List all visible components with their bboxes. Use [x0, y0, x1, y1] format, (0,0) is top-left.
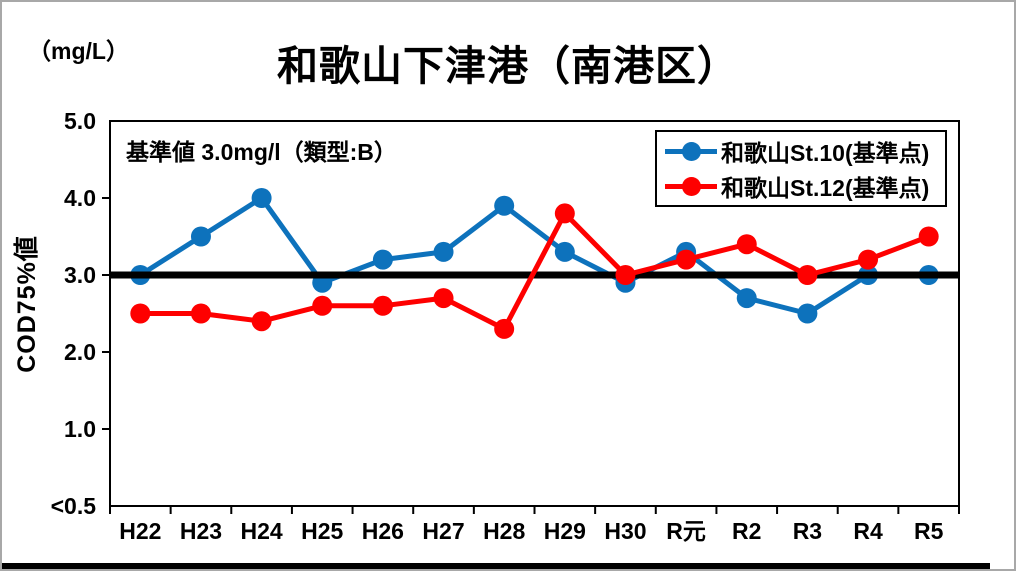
x-tick-label: H22 — [119, 518, 161, 544]
y-tick-label: 2.0 — [64, 339, 96, 365]
legend-item: 和歌山St.12(基準点) — [665, 171, 937, 201]
bottom-edge-bar — [2, 563, 990, 569]
x-tick-label: R元 — [666, 518, 706, 544]
legend-marker-icon — [682, 177, 701, 196]
x-tick-label: R5 — [914, 518, 944, 544]
data-point-marker-st10 — [251, 188, 272, 208]
data-point-marker-st12 — [312, 295, 333, 316]
data-point-marker-st10 — [736, 288, 757, 309]
legend-marker-icon — [682, 142, 701, 161]
data-point-marker-st12 — [190, 303, 211, 324]
data-point-marker-st12 — [797, 265, 818, 285]
data-point-marker-st12 — [130, 303, 151, 324]
y-tick-label: 5.0 — [64, 108, 96, 134]
x-tick-label: R2 — [732, 518, 761, 544]
data-point-marker-st10 — [433, 241, 454, 262]
data-point-marker-st12 — [372, 295, 393, 316]
data-point-marker-st10 — [797, 303, 818, 324]
data-point-marker-st12 — [494, 318, 515, 339]
data-point-marker-st10 — [494, 195, 515, 216]
x-tick-label: R4 — [853, 518, 883, 544]
legend: 和歌山St.10(基準点) 和歌山St.12(基準点) — [655, 130, 947, 207]
y-tick-label: <0.5 — [51, 493, 97, 519]
x-tick-label: H28 — [483, 518, 525, 544]
data-point-marker-st12 — [918, 226, 939, 247]
data-point-marker-st12 — [858, 249, 879, 270]
legend-swatch-st12 — [665, 175, 717, 197]
legend-item: 和歌山St.10(基準点) — [665, 136, 937, 166]
x-tick-label: H23 — [180, 518, 222, 544]
data-point-marker-st12 — [736, 234, 757, 255]
data-point-marker-st10 — [372, 249, 393, 270]
legend-label-st10: 和歌山St.10(基準点) — [721, 140, 930, 166]
legend-label-st12: 和歌山St.12(基準点) — [721, 175, 930, 201]
y-tick-label: 3.0 — [64, 262, 96, 288]
x-tick-label: H27 — [422, 518, 464, 544]
chart-title: 和歌山下津港（南港区） — [277, 43, 739, 89]
y-tick-label: 1.0 — [64, 416, 96, 442]
x-tick-label: H30 — [604, 518, 646, 544]
data-point-marker-st10 — [554, 241, 575, 262]
x-tick-label: H25 — [301, 518, 343, 544]
series-line-st12 — [137, 210, 932, 332]
data-point-marker-st12 — [433, 288, 454, 309]
x-tick-label: H24 — [241, 518, 283, 544]
series-line-st10 — [137, 195, 932, 316]
data-point-marker-st12 — [676, 249, 697, 270]
x-tick-label: R3 — [793, 518, 822, 544]
x-tick-label: H29 — [544, 518, 586, 544]
y-tick-label: 4.0 — [64, 185, 96, 211]
standard-value-annotation: 基準値 3.0mg/l（類型:B） — [126, 139, 397, 165]
data-point-marker-st12 — [251, 311, 272, 332]
data-point-marker-st12 — [615, 265, 636, 285]
data-point-marker-st10 — [190, 226, 211, 247]
legend-swatch-st10 — [665, 140, 717, 162]
data-point-marker-st12 — [554, 203, 575, 224]
x-tick-label: H26 — [362, 518, 404, 544]
y-units-label: （mg/L） — [28, 38, 129, 64]
